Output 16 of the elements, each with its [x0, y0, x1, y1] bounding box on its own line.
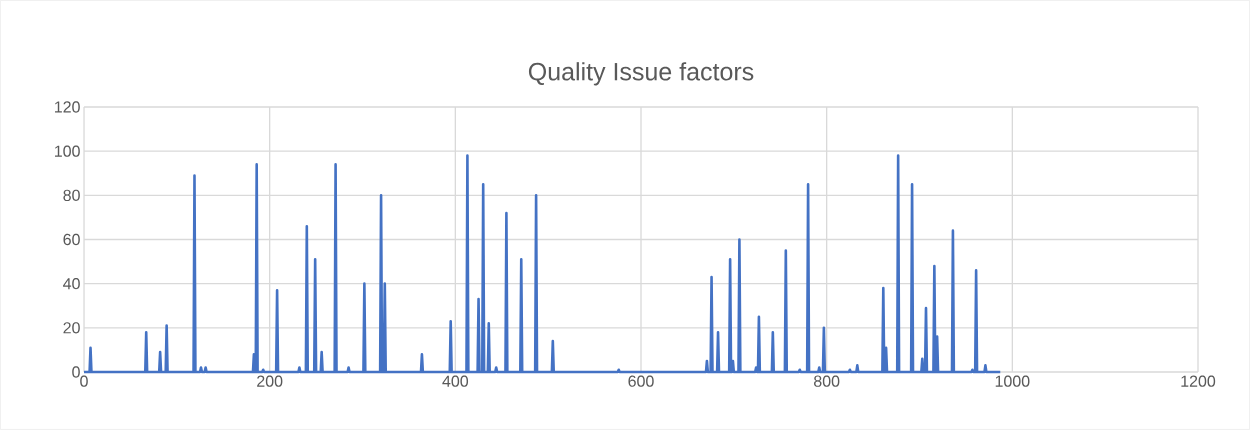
x-tick-label: 1000	[995, 375, 1030, 387]
y-tick-label: 120	[55, 101, 80, 113]
chart-title: Quality Issue factors	[528, 62, 754, 86]
x-tick-label: 200	[257, 375, 283, 387]
line-series	[82, 154, 1002, 374]
y-tick-label: 20	[63, 322, 80, 334]
y-tick-label: 40	[63, 277, 80, 290]
x-tick-label: 800	[814, 375, 840, 387]
x-tick-label: 1200	[1181, 375, 1216, 387]
x-tick-label: 0	[80, 375, 88, 387]
x-tick-label: 600	[628, 375, 654, 387]
x-tick-label: 400	[442, 375, 469, 387]
y-tick-label: 100	[55, 145, 80, 157]
y-tick-label: 60	[63, 233, 80, 246]
y-tick-label: 80	[63, 189, 80, 201]
y-tick-label: 0	[72, 366, 80, 378]
